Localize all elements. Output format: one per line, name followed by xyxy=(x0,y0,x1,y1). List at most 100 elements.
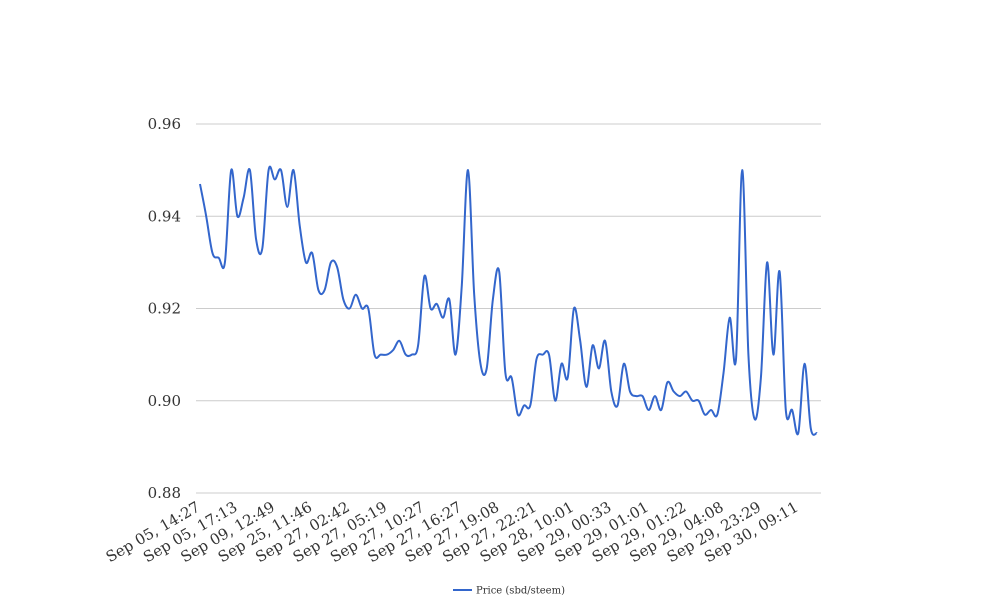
data-point[interactable] xyxy=(465,167,471,173)
data-point[interactable] xyxy=(608,389,614,395)
data-point[interactable] xyxy=(372,352,378,358)
data-point[interactable] xyxy=(284,204,290,210)
data-point[interactable] xyxy=(640,393,646,399)
data-point[interactable] xyxy=(421,273,427,279)
data-point[interactable] xyxy=(621,361,627,367)
data-point[interactable] xyxy=(652,393,658,399)
data-point[interactable] xyxy=(627,389,633,395)
data-point[interactable] xyxy=(334,264,340,270)
data-point[interactable] xyxy=(795,430,801,436)
data-point[interactable] xyxy=(303,259,309,265)
data-point[interactable] xyxy=(677,393,683,399)
data-point[interactable] xyxy=(328,259,334,265)
data-point[interactable] xyxy=(453,352,459,358)
data-point[interactable] xyxy=(752,416,758,422)
data-point[interactable] xyxy=(527,402,533,408)
data-point[interactable] xyxy=(272,176,278,182)
data-point[interactable] xyxy=(515,412,521,418)
data-point[interactable] xyxy=(259,246,265,252)
data-point[interactable] xyxy=(291,167,297,173)
data-point[interactable] xyxy=(384,352,390,358)
data-point[interactable] xyxy=(658,407,664,413)
data-point[interactable] xyxy=(559,361,565,367)
data-point[interactable] xyxy=(253,236,259,242)
data-point[interactable] xyxy=(197,181,203,187)
data-point[interactable] xyxy=(814,430,820,436)
data-point[interactable] xyxy=(509,375,515,381)
data-point[interactable] xyxy=(789,407,795,413)
data-point[interactable] xyxy=(471,292,477,298)
data-point[interactable] xyxy=(671,389,677,395)
data-point[interactable] xyxy=(596,366,602,372)
data-point[interactable] xyxy=(739,167,745,173)
data-point[interactable] xyxy=(440,315,446,321)
data-point[interactable] xyxy=(390,347,396,353)
data-point[interactable] xyxy=(552,398,558,404)
data-point[interactable] xyxy=(415,342,421,348)
data-point[interactable] xyxy=(496,269,502,275)
data-point[interactable] xyxy=(297,223,303,229)
data-point[interactable] xyxy=(702,412,708,418)
data-point[interactable] xyxy=(347,306,353,312)
data-point[interactable] xyxy=(808,425,814,431)
data-point[interactable] xyxy=(534,356,540,362)
data-point[interactable] xyxy=(540,352,546,358)
data-point[interactable] xyxy=(241,195,247,201)
data-point[interactable] xyxy=(203,213,209,219)
data-point[interactable] xyxy=(216,255,222,261)
data-point[interactable] xyxy=(359,306,365,312)
legend[interactable]: Price (sbd/steem) xyxy=(453,586,565,597)
data-point[interactable] xyxy=(210,250,216,256)
data-point[interactable] xyxy=(745,352,751,358)
data-point[interactable] xyxy=(802,361,808,367)
data-point[interactable] xyxy=(228,167,234,173)
data-point[interactable] xyxy=(565,375,571,381)
data-point[interactable] xyxy=(502,370,508,376)
data-point[interactable] xyxy=(478,361,484,367)
data-point[interactable] xyxy=(353,292,359,298)
data-point[interactable] xyxy=(646,407,652,413)
data-point[interactable] xyxy=(322,287,328,293)
data-point[interactable] xyxy=(727,315,733,321)
data-point[interactable] xyxy=(278,167,284,173)
data-point[interactable] xyxy=(721,370,727,376)
data-point[interactable] xyxy=(396,338,402,344)
data-point[interactable] xyxy=(546,352,552,358)
data-point[interactable] xyxy=(664,379,670,385)
data-point[interactable] xyxy=(689,398,695,404)
data-point[interactable] xyxy=(309,250,315,256)
data-point[interactable] xyxy=(490,296,496,302)
data-point[interactable] xyxy=(683,389,689,395)
data-point[interactable] xyxy=(234,213,240,219)
data-point[interactable] xyxy=(484,366,490,372)
data-point[interactable] xyxy=(633,393,639,399)
data-point[interactable] xyxy=(434,301,440,307)
data-point[interactable] xyxy=(459,282,465,288)
data-point[interactable] xyxy=(615,402,621,408)
data-point[interactable] xyxy=(577,338,583,344)
data-point[interactable] xyxy=(247,167,253,173)
data-point[interactable] xyxy=(733,356,739,362)
data-point[interactable] xyxy=(590,342,596,348)
data-point[interactable] xyxy=(696,398,702,404)
data-point[interactable] xyxy=(378,352,384,358)
data-point[interactable] xyxy=(266,167,272,173)
data-point[interactable] xyxy=(764,259,770,265)
data-point[interactable] xyxy=(708,407,714,413)
data-point[interactable] xyxy=(770,352,776,358)
data-point[interactable] xyxy=(783,407,789,413)
data-point[interactable] xyxy=(409,352,415,358)
data-point[interactable] xyxy=(403,352,409,358)
data-point[interactable] xyxy=(714,412,720,418)
data-point[interactable] xyxy=(571,306,577,312)
data-point[interactable] xyxy=(222,259,228,265)
data-point[interactable] xyxy=(521,402,527,408)
data-point[interactable] xyxy=(446,296,452,302)
series-line-price[interactable] xyxy=(199,165,818,436)
data-point[interactable] xyxy=(758,375,764,381)
data-point[interactable] xyxy=(602,338,608,344)
data-point[interactable] xyxy=(583,384,589,390)
data-point[interactable] xyxy=(340,296,346,302)
data-point[interactable] xyxy=(777,269,783,275)
data-point[interactable] xyxy=(315,287,321,293)
